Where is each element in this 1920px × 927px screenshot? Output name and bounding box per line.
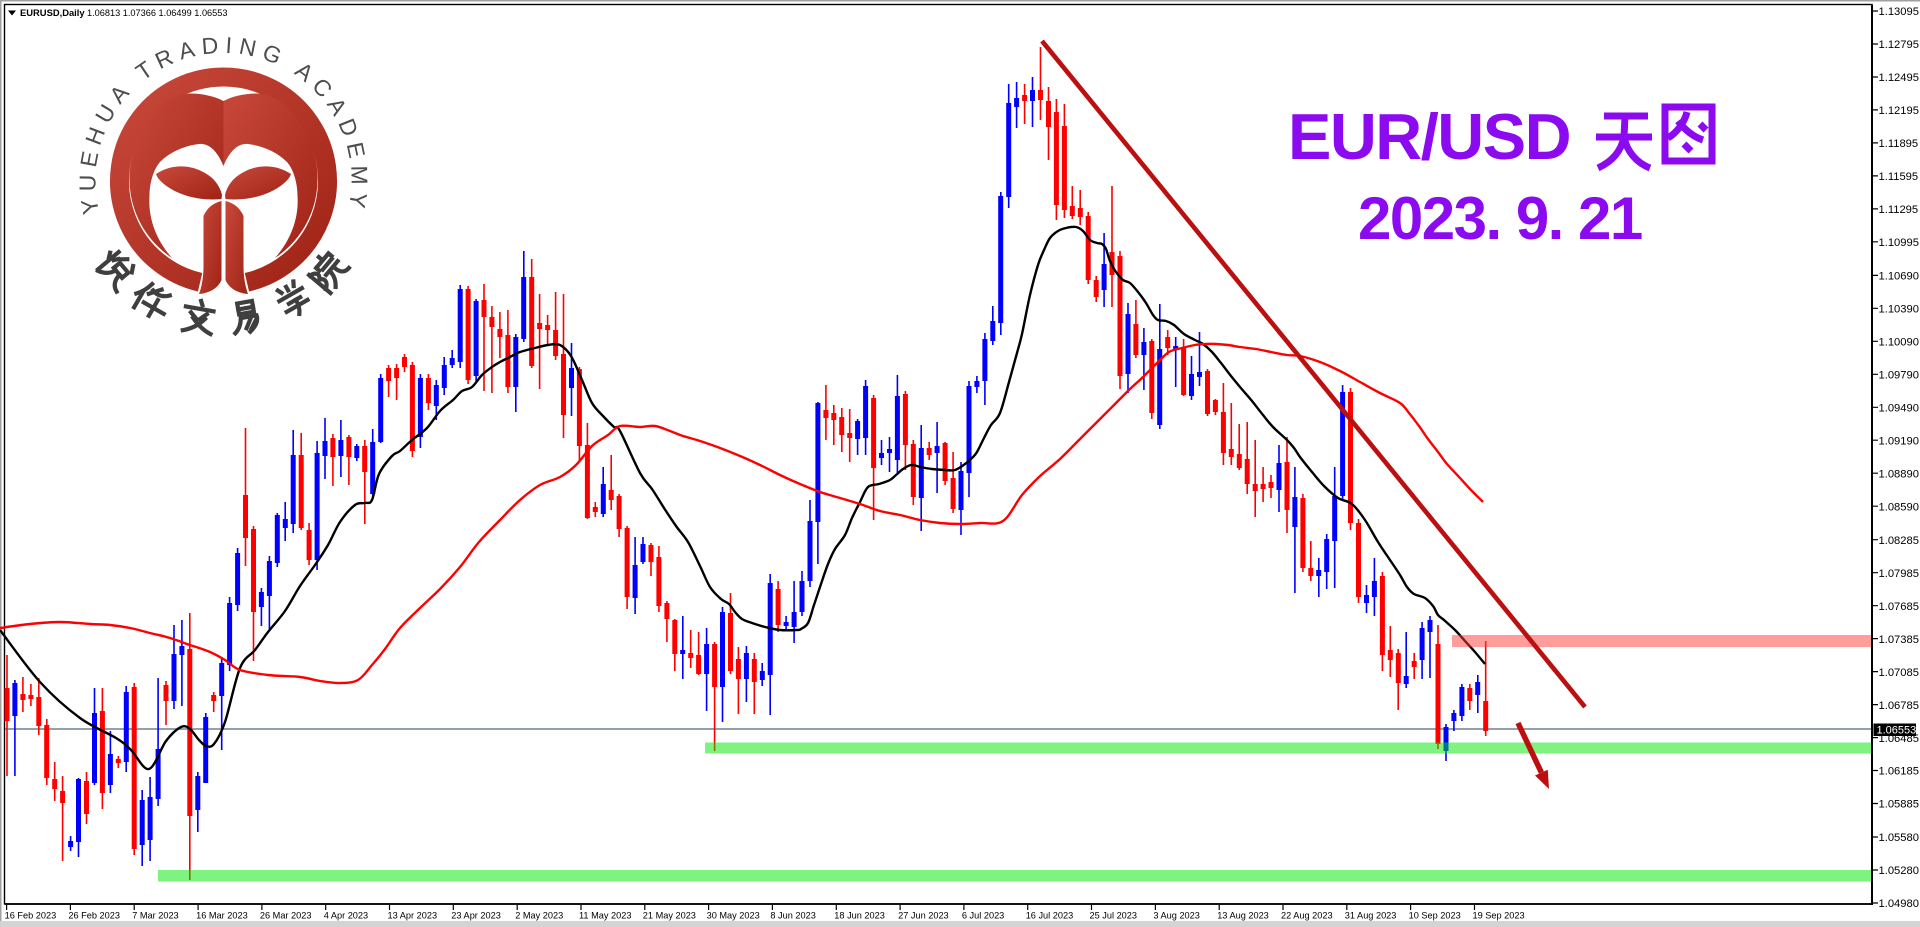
svg-text:1.06553: 1.06553 [1877,725,1917,737]
svg-text:19 Sep 2023: 19 Sep 2023 [1473,911,1525,921]
svg-text:1.12495: 1.12495 [1879,72,1919,84]
svg-text:1.11895: 1.11895 [1879,138,1919,150]
svg-text:25 Jul 2023: 25 Jul 2023 [1090,911,1138,921]
svg-text:1.09490: 1.09490 [1879,403,1919,415]
svg-text:1.07985: 1.07985 [1879,568,1919,580]
svg-text:13 Aug 2023: 13 Aug 2023 [1217,911,1269,921]
svg-text:10 Sep 2023: 10 Sep 2023 [1409,911,1461,921]
svg-text:13 Apr 2023: 13 Apr 2023 [388,911,438,921]
svg-text:2 May 2023: 2 May 2023 [515,911,563,921]
svg-text:22 Aug 2023: 22 Aug 2023 [1281,911,1333,921]
svg-text:1.12795: 1.12795 [1879,39,1919,51]
svg-text:1.07085: 1.07085 [1879,667,1919,679]
svg-text:1.13095: 1.13095 [1879,6,1919,18]
svg-text:1.05885: 1.05885 [1879,799,1919,811]
svg-text:1.04980: 1.04980 [1879,898,1919,910]
svg-text:1.10995: 1.10995 [1879,237,1919,249]
svg-text:1.09190: 1.09190 [1879,435,1919,447]
svg-text:26 Feb 2023: 26 Feb 2023 [68,911,120,921]
svg-text:1.07385: 1.07385 [1879,634,1919,646]
svg-text:16 Mar 2023: 16 Mar 2023 [196,911,248,921]
svg-text:1.06813 1.07366 1.06499 1.0655: 1.06813 1.07366 1.06499 1.06553 [87,8,228,18]
svg-text:1.05580: 1.05580 [1879,832,1919,844]
svg-text:16 Feb 2023: 16 Feb 2023 [5,911,57,921]
svg-text:8 Jun 2023: 8 Jun 2023 [770,911,815,921]
svg-text:1.11295: 1.11295 [1879,204,1919,216]
svg-text:1.12195: 1.12195 [1879,105,1919,117]
svg-text:30 May 2023: 30 May 2023 [707,911,760,921]
svg-text:27 Jun 2023: 27 Jun 2023 [898,911,949,921]
svg-text:7 Mar 2023: 7 Mar 2023 [132,911,178,921]
svg-text:1.06785: 1.06785 [1879,700,1919,712]
svg-text:26 Mar 2023: 26 Mar 2023 [260,911,312,921]
svg-text:2023. 9. 21: 2023. 9. 21 [1358,185,1642,252]
svg-text:21 May 2023: 21 May 2023 [643,911,696,921]
svg-text:1.06185: 1.06185 [1879,766,1919,778]
svg-text:1.08285: 1.08285 [1879,535,1919,547]
svg-text:31 Aug 2023: 31 Aug 2023 [1345,911,1397,921]
svg-text:1.10690: 1.10690 [1879,271,1919,283]
svg-text:23 Apr 2023: 23 Apr 2023 [451,911,501,921]
svg-text:1.10390: 1.10390 [1879,304,1919,316]
svg-text:1.05280: 1.05280 [1879,865,1919,877]
svg-text:1.10090: 1.10090 [1879,337,1919,349]
svg-text:11 May 2023: 11 May 2023 [579,911,631,921]
svg-text:18 Jun 2023: 18 Jun 2023 [834,911,885,921]
svg-text:EUR/USD: EUR/USD [1288,100,1570,173]
svg-text:1.07685: 1.07685 [1879,601,1919,613]
svg-text:EURUSD,Daily: EURUSD,Daily [20,7,85,18]
svg-text:1.08890: 1.08890 [1879,468,1919,480]
svg-text:1.08590: 1.08590 [1879,501,1919,513]
svg-text:3 Aug 2023: 3 Aug 2023 [1153,911,1200,921]
svg-text:4 Apr 2023: 4 Apr 2023 [324,911,368,921]
svg-text:1.11595: 1.11595 [1879,171,1919,183]
svg-text:6 Jul 2023: 6 Jul 2023 [962,911,1004,921]
svg-text:1.09790: 1.09790 [1879,370,1919,382]
svg-text:16 Jul 2023: 16 Jul 2023 [1026,911,1074,921]
